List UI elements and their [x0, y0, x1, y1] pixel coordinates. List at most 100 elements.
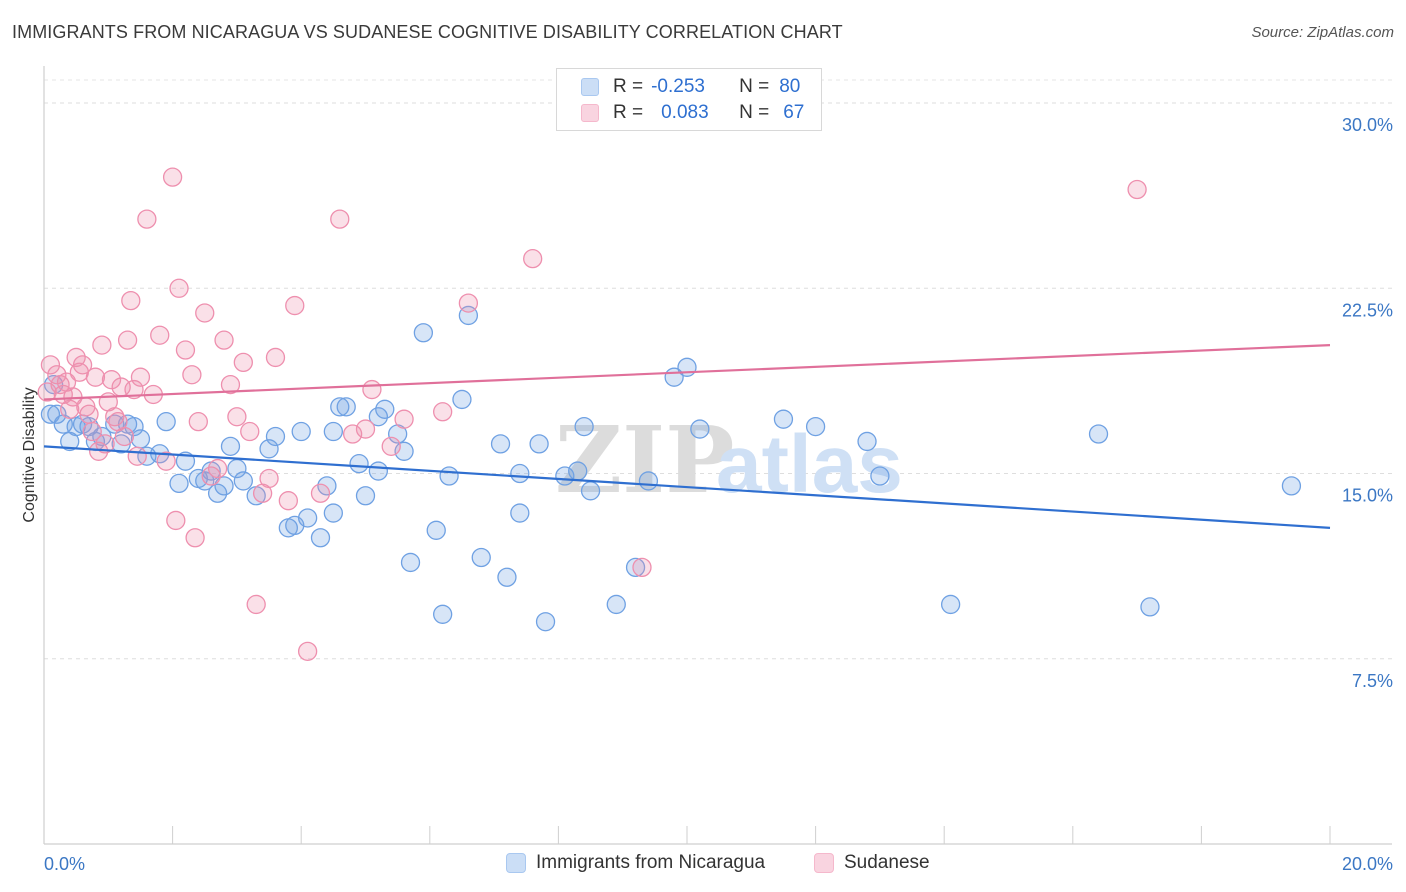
point-nicaragua: [233, 471, 253, 491]
point-sudanese: [220, 374, 241, 395]
point-sudanese: [246, 594, 266, 615]
point-sudanese: [76, 397, 96, 417]
point-sudanese: [523, 248, 543, 269]
point-nicaragua: [220, 436, 241, 457]
point-nicaragua: [426, 520, 446, 540]
points: [37, 167, 1302, 662]
point-nicaragua: [265, 426, 286, 447]
point-sudanese: [278, 491, 298, 511]
point-nicaragua: [580, 481, 601, 501]
point-nicaragua: [375, 399, 395, 419]
point-nicaragua: [940, 594, 961, 615]
y-tick-label: 15.0%: [1342, 486, 1393, 506]
legend-swatch-nicaragua: [581, 78, 599, 96]
point-sudanese: [114, 426, 135, 447]
chart-title: IMMIGRANTS FROM NICARAGUA VS SUDANESE CO…: [12, 22, 843, 42]
point-sudanese: [60, 399, 80, 419]
legend-label-sudanese: Sudanese: [844, 852, 930, 873]
point-sudanese: [185, 528, 205, 548]
point-nicaragua: [130, 429, 151, 449]
point-nicaragua: [805, 416, 826, 437]
point-sudanese: [92, 335, 112, 355]
stats-legend: R = -0.253 N = 80 R = 0.083 N = 67: [556, 68, 822, 131]
point-nicaragua: [336, 397, 356, 417]
point-sudanese: [632, 557, 652, 578]
point-sudanese: [66, 347, 86, 368]
y-axis-label: Cognitive Disability: [21, 387, 38, 522]
point-nicaragua: [574, 416, 594, 437]
point-nicaragua: [368, 461, 389, 481]
point-nicaragua: [214, 476, 234, 496]
point-sudanese: [285, 295, 305, 316]
point-nicaragua: [870, 466, 890, 486]
trend-line-sudanese: [43, 343, 1331, 401]
point-sudanese: [310, 483, 331, 503]
point-nicaragua: [1088, 424, 1109, 444]
point-nicaragua: [310, 528, 331, 548]
series-legend: Immigrants from Nicaragua Sudanese: [0, 852, 1406, 878]
point-sudanese: [214, 330, 234, 350]
point-sudanese: [101, 370, 122, 390]
point-sudanese: [355, 419, 376, 439]
point-sudanese: [162, 167, 183, 187]
point-sudanese: [259, 468, 279, 489]
point-sudanese: [330, 209, 350, 229]
point-sudanese: [40, 355, 61, 375]
point-nicaragua: [568, 461, 588, 481]
point-sudanese: [150, 325, 170, 345]
point-nicaragua: [297, 508, 318, 528]
point-nicaragua: [355, 486, 376, 506]
legend-r-label: R =: [613, 76, 644, 97]
legend-row-sudanese: R = 0.083 N = 67: [581, 101, 804, 125]
point-nicaragua: [535, 612, 556, 632]
legend-n-label: N =: [739, 76, 770, 97]
y-tick-label: 22.5%: [1342, 300, 1393, 320]
point-nicaragua: [40, 404, 61, 424]
point-nicaragua: [439, 466, 459, 486]
point-nicaragua: [169, 473, 189, 494]
point-sudanese: [458, 293, 479, 313]
point-nicaragua: [606, 594, 626, 615]
legend-item-nicaragua: Immigrants from Nicaragua: [506, 852, 765, 874]
point-sudanese: [195, 303, 215, 323]
point-sudanese: [240, 421, 260, 442]
point-sudanese: [265, 347, 286, 368]
point-nicaragua: [857, 431, 877, 452]
point-nicaragua: [625, 557, 646, 578]
point-nicaragua: [471, 547, 491, 568]
point-sudanese: [82, 421, 102, 442]
point-nicaragua: [690, 419, 710, 439]
point-sudanese: [381, 436, 401, 457]
point-sudanese: [124, 379, 144, 400]
legend-swatch-sudanese: [581, 104, 599, 122]
point-sudanese: [394, 409, 414, 429]
point-nicaragua: [452, 389, 472, 410]
point-nicaragua: [773, 409, 794, 429]
point-sudanese: [69, 362, 90, 382]
point-sudanese: [95, 434, 115, 454]
axis-labels: 7.5% 15.0% 22.5% 30.0% 0.0% 20.0% Cognitive Di…: [21, 115, 1393, 874]
x-tick-label: 20.0%: [1342, 854, 1393, 874]
point-nicaragua: [323, 421, 344, 442]
trend-lines: [43, 343, 1331, 529]
legend-n-value: 67: [783, 102, 805, 123]
point-nicaragua: [413, 323, 434, 343]
point-nicaragua: [349, 453, 369, 474]
point-nicaragua: [259, 439, 279, 459]
point-sudanese: [37, 382, 57, 402]
source-label: Source: ZipAtlas.com: [1251, 24, 1394, 41]
point-sudanese: [169, 278, 189, 298]
point-sudanese: [201, 466, 221, 486]
legend-n-value: 80: [779, 76, 801, 97]
point-nicaragua: [317, 476, 337, 496]
point-sudanese: [166, 510, 186, 531]
point-sudanese: [137, 209, 157, 229]
legend-row-nicaragua: R = -0.253 N = 80: [581, 75, 800, 99]
x-tick-label: 0.0%: [44, 854, 85, 874]
legend-n-label: N =: [739, 102, 770, 123]
point-nicaragua: [330, 397, 350, 417]
point-nicaragua: [1140, 597, 1160, 617]
point-nicaragua: [638, 471, 659, 491]
point-sudanese: [121, 290, 141, 311]
